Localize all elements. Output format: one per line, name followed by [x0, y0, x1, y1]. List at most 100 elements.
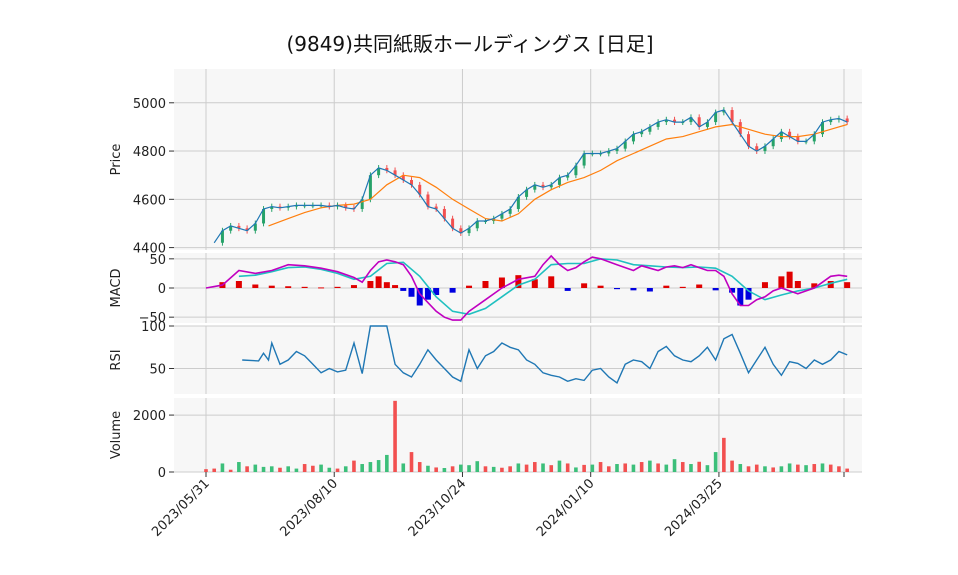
price-candle	[401, 175, 405, 181]
price-candle	[623, 141, 627, 149]
volume-bar	[401, 463, 406, 472]
volume-bar	[672, 459, 677, 472]
macd-ylabel: MACD	[109, 269, 124, 308]
macd-histogram-bar	[408, 288, 415, 297]
volume-bar	[212, 468, 217, 472]
macd-histogram-bar	[482, 281, 489, 288]
price-candle	[541, 184, 545, 188]
volume-bar	[508, 466, 512, 472]
price-candle	[434, 206, 438, 209]
price-ytick-label: 5000	[133, 97, 166, 112]
volume-bar	[713, 452, 718, 472]
macd-histogram-bar	[548, 276, 555, 288]
price-candle	[525, 189, 529, 197]
price-candle	[253, 223, 257, 231]
volume-bar	[812, 464, 817, 472]
price-candle	[467, 228, 471, 234]
price-candle	[270, 206, 274, 209]
volume-bar	[294, 468, 299, 472]
volume-bar	[269, 466, 274, 472]
volume-bar	[327, 467, 332, 472]
price-panel-bg	[174, 69, 862, 250]
price-candle	[763, 146, 767, 152]
volume-bar	[368, 462, 373, 472]
price-candle	[697, 117, 701, 127]
price-candle	[385, 167, 389, 171]
macd-histogram-bar	[433, 288, 440, 295]
price-candle	[344, 205, 348, 208]
price-candle	[393, 170, 397, 176]
macd-histogram-bar	[392, 285, 399, 288]
x-tick-label: 2024/01/10	[534, 476, 598, 540]
macd-histogram-bar	[252, 284, 259, 288]
price-ytick-label: 4800	[133, 145, 166, 160]
volume-bar	[541, 463, 545, 472]
volume-bar	[582, 464, 586, 472]
macd-line	[205, 254, 848, 321]
x-axis: 2023/05/31 2023/08/10 2023/10/24 2024/01/10…	[149, 472, 845, 540]
price-ylabel: Price	[109, 144, 124, 176]
macd-histogram-bar	[827, 281, 834, 288]
volume-bar	[376, 460, 381, 472]
volume-bar	[746, 466, 751, 472]
volume-ylabel: Volume	[109, 411, 124, 459]
macd-histogram-bar	[564, 288, 571, 291]
price-candle	[220, 230, 224, 243]
volume-bar	[475, 461, 480, 472]
volume-bar	[648, 460, 652, 472]
volume-bar	[500, 467, 504, 472]
volume-bar	[237, 462, 241, 472]
volume-bar	[245, 466, 249, 472]
volume-bar	[656, 463, 660, 472]
price-candle	[278, 206, 282, 208]
volume-bar	[204, 469, 208, 472]
volume-bar	[722, 437, 726, 472]
price-candle	[582, 153, 586, 166]
volume-ytick-label: 0	[158, 466, 166, 481]
price-candle	[812, 134, 816, 142]
price-candle	[738, 122, 742, 135]
volume-bar	[754, 464, 759, 472]
price-ytick-label: 4400	[133, 242, 166, 257]
price-candle	[451, 218, 455, 229]
price-candle	[262, 208, 266, 224]
volume-bar	[228, 469, 233, 472]
x-tick-label: 2023/05/31	[149, 476, 213, 540]
price-candle	[574, 165, 578, 176]
macd-panel: 50 0 −50 MACD	[109, 253, 862, 326]
macd-histogram-bar	[498, 277, 505, 288]
price-candle	[640, 131, 644, 135]
volume-bar	[845, 468, 849, 472]
volume-bar	[763, 466, 767, 472]
volume-bar	[220, 463, 225, 472]
price-candle	[656, 122, 660, 127]
x-tick-label: 2024/03/25	[662, 476, 726, 540]
price-candle	[245, 228, 249, 231]
price-candle	[418, 184, 422, 195]
volume-bar	[253, 464, 258, 472]
volume-bar	[639, 462, 644, 472]
volume-bar	[549, 465, 554, 472]
volume-bar	[278, 467, 282, 472]
price-candle	[377, 167, 381, 176]
macd-histogram-bar	[367, 281, 374, 288]
macd-histogram-bar	[531, 279, 538, 288]
volume-bar	[261, 466, 266, 472]
volume-bar	[796, 464, 800, 472]
price-candle	[796, 136, 800, 142]
chart-title: (9849)共同紙販ホールディングス [日足]	[286, 32, 653, 56]
price-candle	[557, 177, 561, 185]
volume-bar	[467, 465, 471, 472]
volume-bar	[450, 466, 455, 472]
volume-bar	[516, 463, 521, 472]
volume-bar	[483, 466, 488, 472]
volume-bar	[779, 466, 784, 472]
volume-bar	[689, 464, 693, 472]
volume-bar	[730, 460, 734, 472]
volume-panel: 2000 0 Volume	[109, 398, 862, 481]
macd-histogram-bar	[334, 286, 341, 288]
macd-histogram-bar	[630, 288, 637, 291]
rsi-ylabel: RSI	[109, 349, 124, 370]
volume-bar	[442, 468, 447, 472]
